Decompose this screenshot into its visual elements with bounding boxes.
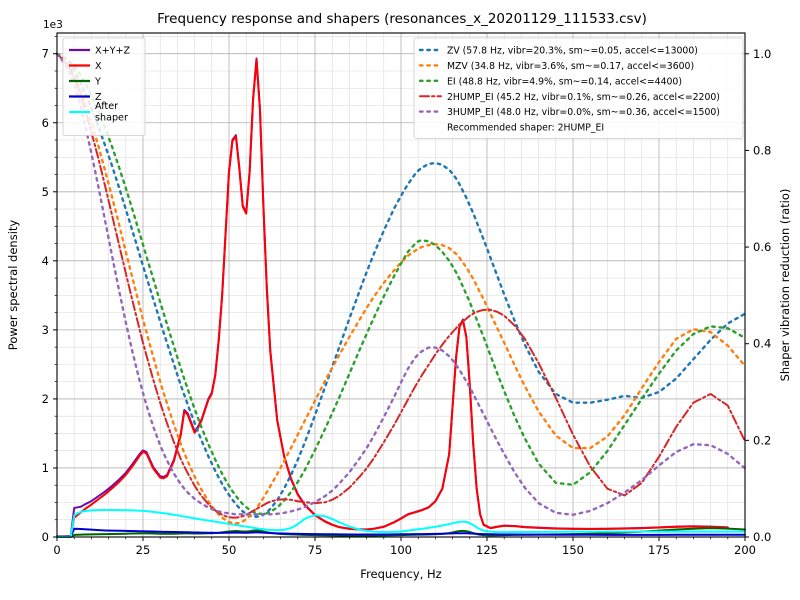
y-tick-label-left: 2 bbox=[42, 392, 49, 406]
legend-label-shaper: 3HUMP_EI (48.0 Hz, vibr=0.0%, sm~=0.36, … bbox=[447, 107, 720, 118]
y-tick-label-left: 6 bbox=[42, 116, 49, 130]
y-axis-label-right: Shaper vibration reduction (ratio) bbox=[778, 189, 792, 382]
series-mzv bbox=[55, 52, 747, 525]
x-tick-label: 50 bbox=[222, 543, 237, 557]
axis-ticks bbox=[53, 36, 749, 541]
y-tick-label-right: 0.0 bbox=[753, 530, 771, 544]
series-2hump-ei bbox=[56, 52, 746, 519]
legend-label-psd: X+Y+Z bbox=[95, 45, 131, 56]
y-tick-label-right: 0.6 bbox=[753, 240, 771, 254]
series-ei bbox=[55, 52, 747, 516]
legend-label-shaper: EI (48.8 Hz, vibr=4.9%, sm~=0.14, accel<… bbox=[447, 76, 682, 87]
legend-label-shaper: 2HUMP_EI (45.2 Hz, vibr=0.1%, sm~=0.26, … bbox=[447, 92, 720, 103]
legend-label-shaper: MZV (34.8 Hz, vibr=3.6%, sm~=0.17, accel… bbox=[447, 61, 694, 72]
axis-tick-labels: 0 25 50 75 100 125 150 175 200 0 1 2 3 4 5 6 7 0.0 0.2 0.4 0… bbox=[42, 47, 772, 557]
y-tick-label-left: 0 bbox=[42, 530, 49, 544]
legend-label-psd: shaper bbox=[95, 113, 128, 124]
y-tick-label-left: 4 bbox=[42, 254, 49, 268]
series-z bbox=[56, 527, 746, 538]
x-tick-label: 175 bbox=[648, 543, 670, 557]
x-tick-label: 100 bbox=[390, 543, 412, 557]
shaper-legend-background bbox=[413, 37, 744, 139]
x-tick-label: 75 bbox=[308, 543, 323, 557]
legend-label-psd: Y bbox=[94, 76, 101, 87]
page-title: Frequency response and shapers (resonanc… bbox=[157, 11, 647, 27]
data-series-group bbox=[55, 52, 747, 538]
recommended-shaper-text: Recommended shaper: 2HUMP_EI bbox=[447, 123, 604, 134]
shaper-legend[interactable]: ZV (57.8 Hz, vibr=20.3%, sm~=0.05, accel… bbox=[413, 37, 744, 139]
y-axis-label-left: Power spectral density bbox=[6, 220, 20, 351]
y-tick-label-left: 3 bbox=[42, 323, 49, 337]
x-tick-label: 125 bbox=[476, 543, 498, 557]
legend-label-shaper: ZV (57.8 Hz, vibr=20.3%, sm~=0.05, accel… bbox=[447, 46, 698, 57]
x-tick-label: 25 bbox=[136, 543, 151, 557]
series-x bbox=[56, 58, 729, 538]
y-axis-offset-text: 1e3 bbox=[43, 19, 63, 31]
y-tick-label-right: 0.4 bbox=[753, 337, 771, 351]
x-tick-label: 0 bbox=[53, 543, 60, 557]
y-tick-label-right: 0.8 bbox=[753, 143, 771, 157]
y-tick-label-right: 1.0 bbox=[753, 47, 771, 61]
y-tick-label-left: 1 bbox=[42, 461, 49, 475]
x-tick-label: 200 bbox=[734, 543, 756, 557]
legend-label-psd: X bbox=[95, 61, 102, 72]
legend-label-psd: After bbox=[95, 101, 118, 112]
x-tick-label: 150 bbox=[562, 543, 584, 557]
legend-label-psd: Z bbox=[95, 92, 102, 103]
y-tick-label-right: 0.2 bbox=[753, 433, 771, 447]
series-3hump-ei bbox=[55, 52, 747, 516]
x-axis-label: Frequency, Hz bbox=[360, 567, 441, 581]
series-after-shaper bbox=[56, 508, 746, 538]
series-zv bbox=[55, 52, 747, 518]
y-tick-label-left: 5 bbox=[42, 185, 49, 199]
y-tick-label-left: 7 bbox=[42, 47, 49, 61]
